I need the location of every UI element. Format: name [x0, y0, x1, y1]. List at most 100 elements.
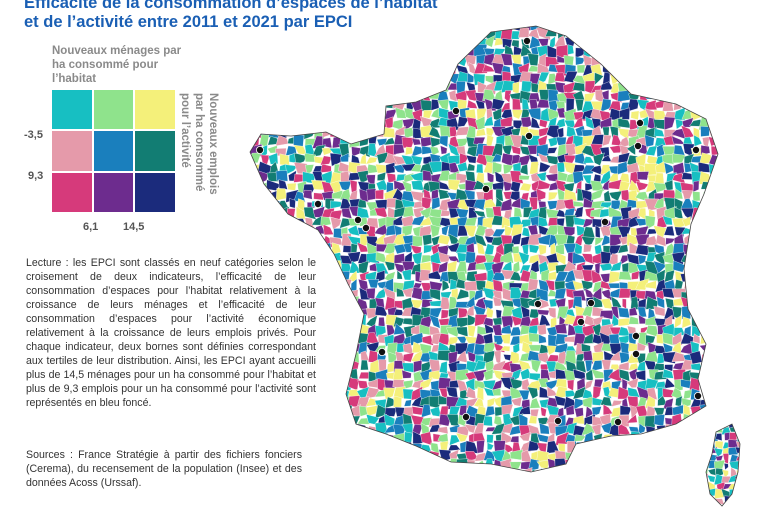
epci-region: [626, 26, 638, 27]
epci-region: [706, 432, 711, 441]
epci-region: [396, 269, 403, 280]
epci-region: [306, 55, 317, 68]
epci-region: [698, 26, 710, 32]
epci-region: [320, 163, 332, 173]
epci-region: [250, 422, 263, 436]
epci-region: [367, 279, 380, 289]
epci-region: [672, 153, 686, 164]
epci-region: [438, 54, 452, 65]
epci-region: [601, 234, 611, 247]
epci-region: [735, 481, 740, 492]
epci-region: [268, 109, 280, 121]
epci-region: [717, 334, 718, 343]
epci-region: [293, 351, 308, 363]
epci-region: [662, 26, 677, 32]
epci-region: [698, 292, 713, 302]
city-marker: [314, 199, 323, 208]
epci-region: [322, 264, 331, 272]
epci-region: [311, 300, 325, 311]
epci-region: [737, 463, 740, 469]
epci-region: [502, 164, 514, 175]
epci-region: [250, 236, 260, 245]
epci-region: [351, 467, 362, 472]
epci-region: [536, 450, 550, 462]
epci-region: [485, 306, 494, 318]
epci-region: [671, 433, 682, 442]
epci-region: [284, 296, 299, 309]
epci-region: [429, 66, 442, 77]
epci-region: [366, 63, 377, 76]
epci-region: [402, 477, 415, 487]
epci-region: [313, 469, 326, 472]
epci-region: [252, 98, 263, 111]
epci-region: [682, 81, 693, 94]
city-marker: [633, 142, 642, 151]
epci-region: [250, 405, 253, 418]
epci-region: [698, 27, 711, 39]
epci-region: [276, 37, 290, 49]
epci-region: [268, 352, 277, 363]
epci-region: [293, 191, 306, 203]
epci-region: [556, 162, 565, 173]
epci-region: [395, 47, 404, 55]
epci-region: [259, 441, 271, 452]
epci-region: [305, 477, 314, 491]
epci-region: [395, 92, 405, 104]
epci-region: [500, 198, 513, 212]
epci-region: [250, 254, 253, 265]
epci-region: [251, 434, 261, 444]
epci-region: [250, 341, 263, 355]
epci-region: [644, 215, 656, 230]
epci-region: [383, 450, 395, 463]
epci-region: [717, 164, 718, 176]
epci-region: [275, 233, 289, 248]
epci-region: [374, 189, 384, 200]
epci-region: [622, 298, 627, 310]
epci-region: [708, 117, 718, 130]
epci-region: [674, 477, 681, 490]
epci-region: [252, 459, 260, 472]
epci-region: [311, 387, 326, 401]
epci-region: [719, 89, 730, 99]
epci-region: [548, 191, 559, 201]
epci-region: [509, 449, 523, 461]
epci-region: [438, 189, 450, 200]
epci-region: [402, 206, 415, 218]
epci-region: [682, 478, 692, 489]
epci-region: [420, 444, 433, 455]
epci-region: [243, 477, 253, 490]
epci-region: [244, 191, 249, 200]
epci-region: [252, 89, 263, 103]
epci-region: [294, 335, 306, 347]
epci-region: [277, 297, 288, 308]
epci-region: [700, 145, 711, 156]
legend-y-tick-2: 9,3: [28, 170, 44, 182]
epci-region: [719, 243, 730, 256]
epci-region: [594, 237, 605, 247]
epci-region: [572, 415, 586, 425]
epci-region: [709, 422, 718, 435]
epci-region: [420, 99, 434, 112]
epci-region: [338, 102, 350, 112]
epci-region: [258, 315, 269, 325]
epci-region: [708, 199, 718, 211]
epci-region: [717, 71, 718, 85]
epci-region: [356, 35, 370, 50]
epci-region: [312, 288, 324, 301]
epci-region: [320, 35, 334, 50]
epci-region: [635, 26, 650, 40]
epci-region: [466, 261, 479, 272]
epci-region: [378, 479, 385, 490]
epci-region: [610, 296, 622, 309]
epci-region: [266, 54, 279, 64]
epci-region: [691, 252, 704, 265]
epci-region: [572, 467, 586, 472]
epci-region: [708, 91, 718, 103]
epci-region: [513, 207, 523, 220]
epci-region: [456, 138, 470, 148]
epci-region: [266, 179, 281, 191]
epci-region: [286, 90, 298, 101]
epci-region: [340, 152, 349, 163]
epci-region: [258, 252, 269, 264]
epci-region: [683, 468, 695, 472]
